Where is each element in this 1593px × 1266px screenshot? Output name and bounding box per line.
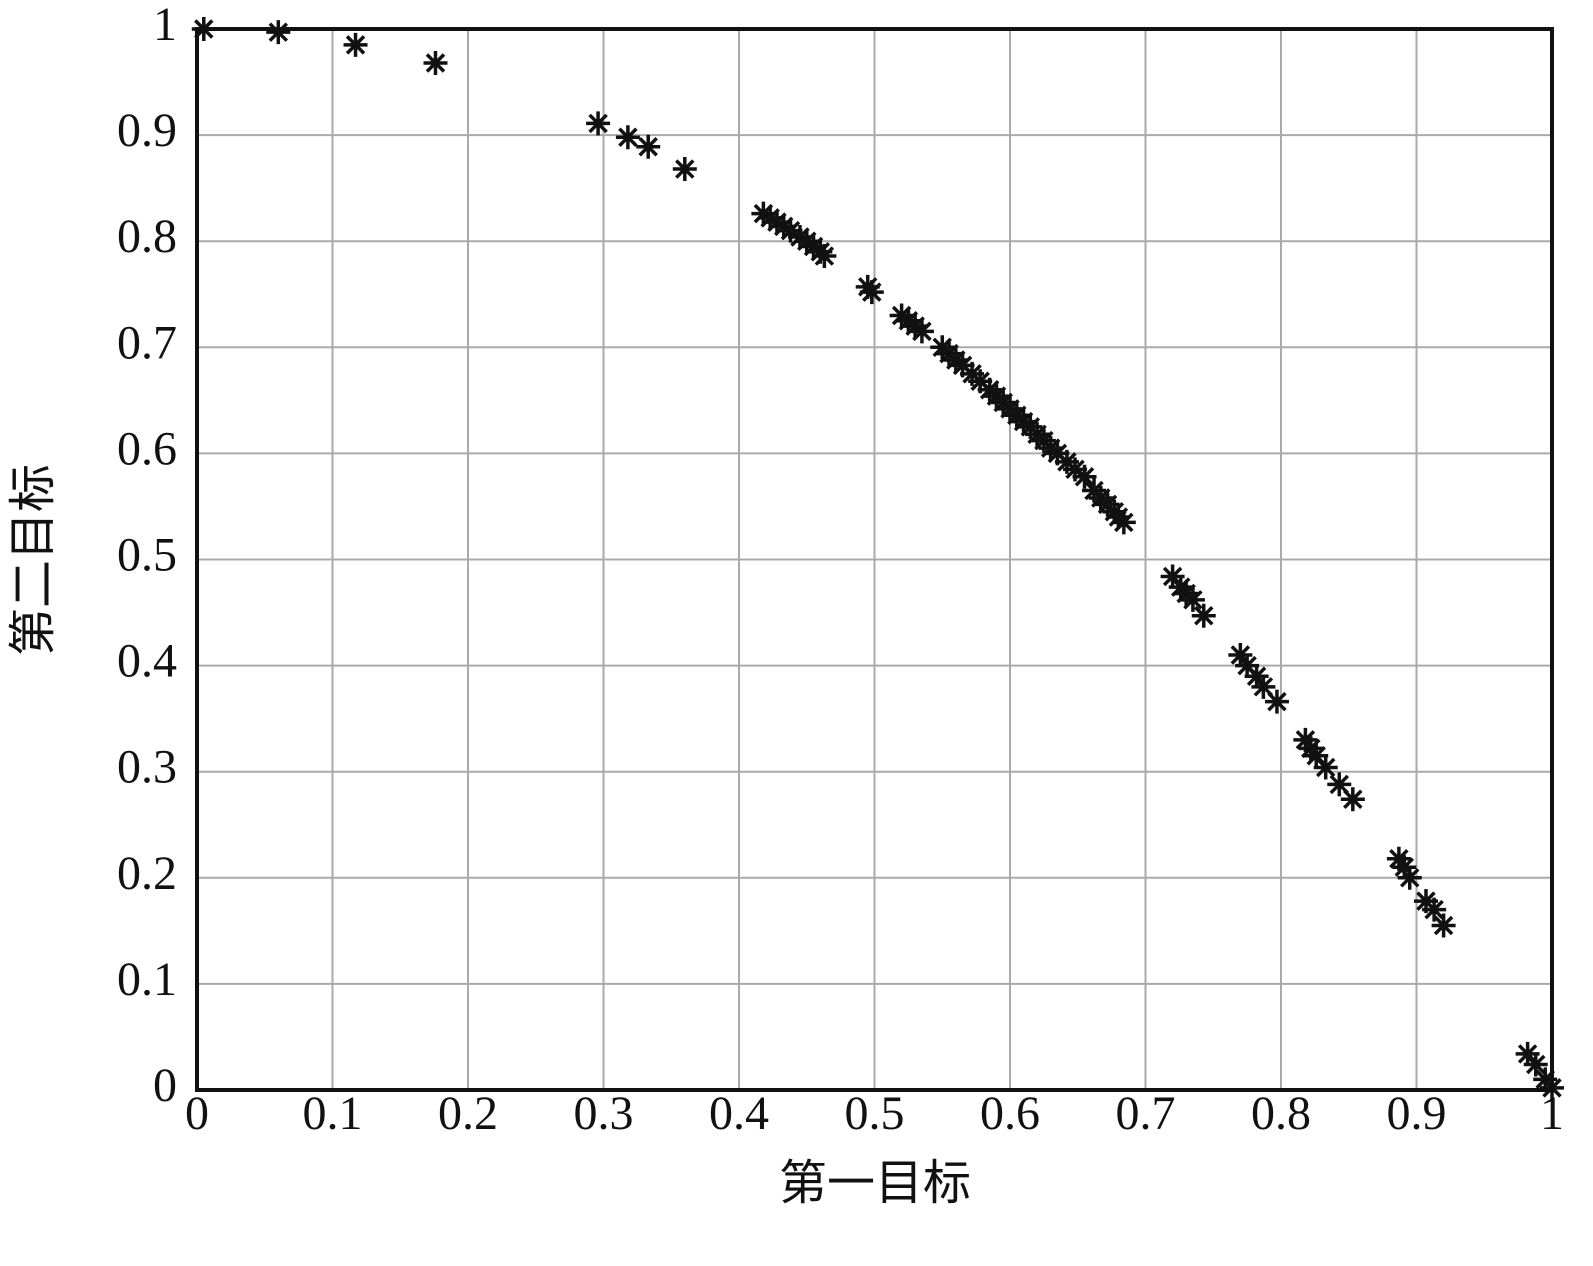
point: [1515, 1041, 1540, 1066]
x-tick-label: 0.7: [1116, 1087, 1176, 1140]
point: [758, 205, 783, 230]
point: [1111, 510, 1136, 535]
point: [1313, 755, 1338, 780]
point: [1523, 1052, 1548, 1077]
point: [343, 32, 368, 57]
point: [1327, 772, 1352, 797]
point: [1072, 464, 1097, 489]
x-tick-label: 0: [185, 1087, 209, 1140]
point: [1540, 1075, 1564, 1100]
x-axis-label: 第一目标: [779, 1157, 971, 1210]
x-tick-label: 0.1: [303, 1087, 363, 1140]
point: [1386, 846, 1411, 871]
point: [1340, 787, 1365, 812]
y-tick-label: 0: [153, 1059, 177, 1112]
point: [1228, 642, 1253, 667]
point: [423, 50, 448, 75]
y-tick-label: 0.8: [117, 210, 177, 263]
point: [1304, 743, 1329, 768]
x-tick-label: 0.6: [980, 1087, 1040, 1140]
point: [636, 134, 661, 159]
point: [1422, 897, 1447, 922]
point: [778, 218, 803, 243]
point: [1392, 855, 1417, 880]
x-tick-label: 0.5: [845, 1087, 905, 1140]
point: [1045, 441, 1070, 466]
y-tick-label: 0.1: [117, 953, 177, 1006]
point: [1180, 587, 1205, 612]
y-tick-label: 0.4: [117, 635, 177, 688]
point: [1397, 865, 1422, 890]
y-tick-label: 1: [153, 0, 177, 51]
point: [950, 353, 975, 378]
x-tick-label: 0.4: [709, 1087, 769, 1140]
point: [859, 280, 884, 305]
y-tick-label: 0.5: [117, 529, 177, 582]
x-tick-label: 0.8: [1251, 1087, 1311, 1140]
y-tick-label: 0.7: [117, 316, 177, 369]
point: [672, 157, 697, 182]
point: [968, 369, 993, 394]
point: [586, 111, 611, 136]
point: [1251, 674, 1276, 699]
x-tick-label: 0.3: [574, 1087, 634, 1140]
point: [1264, 689, 1289, 714]
point: [1244, 664, 1269, 689]
point: [615, 125, 640, 150]
point: [909, 319, 934, 344]
point: [266, 20, 291, 45]
x-tick-label: 0.9: [1387, 1087, 1447, 1140]
point: [1160, 564, 1185, 589]
point: [751, 201, 776, 226]
point: [1191, 603, 1216, 628]
point: [787, 224, 812, 249]
y-tick-label: 0.9: [117, 104, 177, 157]
y-tick-label: 0.3: [117, 741, 177, 794]
y-tick-label: 0.6: [117, 422, 177, 475]
point: [764, 210, 789, 235]
point: [1235, 653, 1260, 678]
point: [1293, 727, 1318, 752]
point: [812, 244, 837, 269]
plot-frame: [195, 27, 1554, 1092]
point: [1431, 913, 1456, 938]
point: [191, 17, 216, 41]
y-axis-label: 第二目标: [7, 464, 60, 656]
y-tick-label: 0.2: [117, 847, 177, 900]
x-tick-label: 0.2: [438, 1087, 498, 1140]
point: [771, 214, 796, 239]
